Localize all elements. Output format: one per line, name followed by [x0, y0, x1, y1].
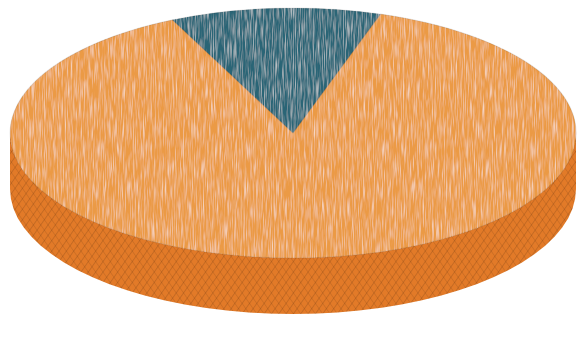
- pie-slice-1: [9, 13, 577, 259]
- pie-tops: [9, 7, 577, 259]
- pie-sides: [10, 133, 576, 314]
- pie-slice-side-crosshatch-1: [10, 133, 576, 314]
- pie-slice-2: [171, 7, 382, 134]
